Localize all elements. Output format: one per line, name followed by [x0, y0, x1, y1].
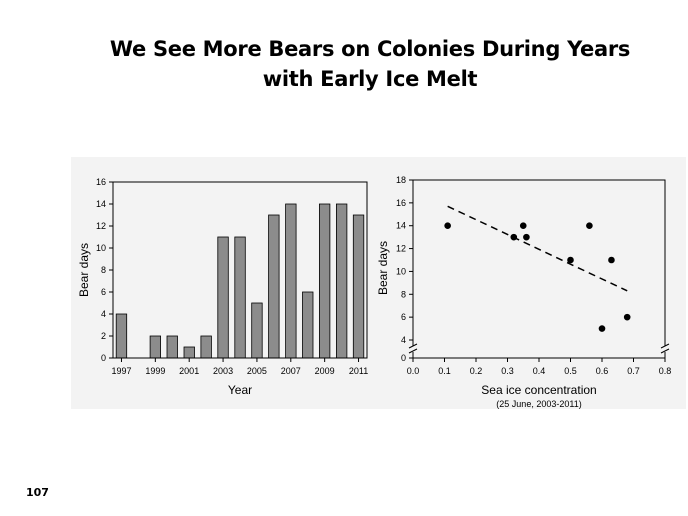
scatter-x-tick-label: 0.0 [407, 366, 420, 376]
scatter-chart-panel [371, 157, 686, 409]
scatter-point [586, 222, 593, 230]
scatter-x-tick-label: 0.6 [596, 366, 609, 376]
scatter-x-tick-label: 0.7 [627, 366, 640, 376]
scatter-point [510, 233, 518, 241]
bar-y-axis-ticks: 0 2 4 6 8 10 12 14 16 [96, 177, 113, 363]
slide-title-line-2: with Early Ice Melt [262, 67, 478, 91]
scatter-x-tick-label: 0.8 [659, 366, 672, 376]
bar-x-tick-label: 2011 [349, 366, 368, 376]
scatter-y-tick-label: 16 [396, 198, 406, 208]
bar-x-tick-label: 2005 [247, 366, 267, 376]
bar-y-tick-label: 16 [96, 177, 106, 187]
scatter-y-tick-label: 12 [396, 244, 406, 254]
scatter-y-tick-label: 0 [401, 353, 406, 363]
bar-x-tick-label: 1999 [145, 366, 165, 376]
scatter-y-tick-label: 18 [396, 175, 406, 185]
slide-title-line-1: We See More Bears on Colonies During Yea… [109, 37, 631, 61]
scatter-series [444, 222, 631, 332]
scatter-point [598, 325, 606, 332]
bar-x-tick-label: 2007 [281, 366, 301, 376]
bar-y-tick-label: 8 [101, 265, 106, 275]
x-axis-break-mark [660, 343, 670, 354]
bar-y-tick-label: 2 [101, 331, 106, 341]
bar-y-tick-label: 4 [101, 309, 106, 319]
bar-series [115, 203, 365, 359]
bar-x-tick-label: 2001 [179, 366, 199, 376]
bar-x-tick-label: 1997 [111, 366, 131, 376]
bar-y-tick-label: 10 [96, 243, 106, 253]
scatter-y-tick-label: 4 [401, 335, 406, 345]
scatter-x-tick-label: 0.2 [470, 366, 483, 376]
scatter-point [567, 256, 574, 264]
bar-y-tick-label: 6 [101, 287, 106, 297]
scatter-point [519, 222, 527, 230]
bar-x-tick-label: 2009 [315, 366, 335, 376]
bar-x-axis-label: Year [228, 383, 252, 397]
scatter-plot-frame [412, 179, 666, 359]
scatter-point [523, 233, 530, 241]
bar-x-tick-label: 2003 [213, 366, 233, 376]
page-number: 107 [26, 486, 49, 499]
bar-y-tick-label: 14 [96, 199, 106, 209]
scatter-x-tick-label: 0.5 [564, 366, 577, 376]
scatter-y-axis-ticks: 0 4 6 8 10 12 14 16 18 [396, 175, 413, 363]
scatter-y-tick-label: 14 [396, 221, 406, 231]
scatter-point [623, 313, 631, 321]
scatter-point [608, 256, 615, 264]
scatter-x-tick-label: 0.3 [501, 366, 514, 376]
scatter-x-tick-label: 0.4 [533, 366, 546, 376]
y-axis-break-mark [408, 343, 418, 354]
bar-y-tick-label: 0 [101, 353, 106, 363]
scatter-point [444, 222, 451, 230]
scatter-y-tick-label: 6 [401, 312, 406, 322]
scatter-x-axis-sublabel: (25 June, 2003-2011) [496, 399, 581, 409]
scatter-x-axis-label: Sea ice concentration [481, 383, 596, 397]
scatter-x-tick-label: 0.1 [438, 366, 451, 376]
scatter-y-axis-label: Bear days [376, 241, 390, 295]
bar-plot-frame [112, 181, 368, 359]
bar-y-axis-label: Bear days [77, 243, 91, 297]
scatter-trendline [447, 205, 628, 292]
scatter-y-tick-label: 8 [401, 289, 406, 299]
scatter-x-axis-ticks: 0.0 0.1 0.2 0.3 0.4 0.5 0.6 0.7 0.8 [407, 358, 672, 376]
scatter-y-tick-label: 10 [396, 266, 406, 276]
bar-y-tick-label: 12 [96, 221, 106, 231]
bar-x-axis-ticks: 1997 1999 2001 2003 2005 2007 2009 2011 [111, 358, 368, 376]
